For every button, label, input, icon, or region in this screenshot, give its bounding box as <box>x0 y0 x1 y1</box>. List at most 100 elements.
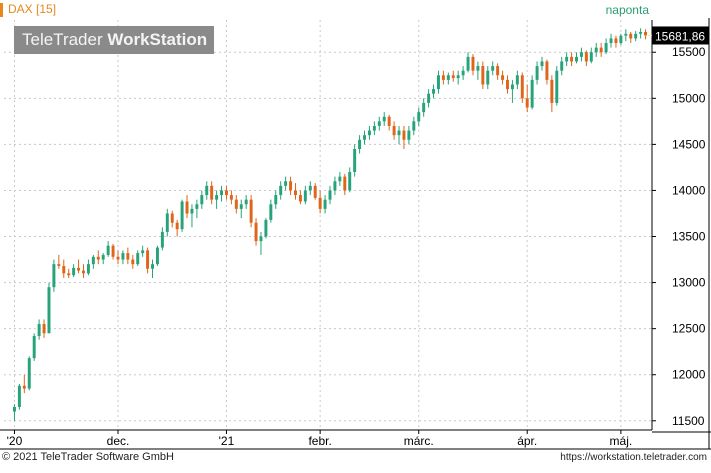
candle-body <box>244 199 248 205</box>
candle-body <box>496 66 500 76</box>
candle-body <box>22 385 26 389</box>
candle-body <box>170 213 174 223</box>
candle-body <box>555 70 559 103</box>
last-price-label: 15681,86 <box>655 29 705 43</box>
candle-body <box>446 75 450 80</box>
y-tick-label: 15000 <box>672 91 706 105</box>
instrument-marker <box>0 3 3 17</box>
candle-body <box>175 222 179 230</box>
candle-body <box>545 61 549 80</box>
candle-body <box>303 190 307 202</box>
candle-body <box>42 324 46 334</box>
candle-body <box>195 204 199 209</box>
candle-body <box>432 89 436 94</box>
candle-body <box>269 204 273 220</box>
candle-body <box>234 199 238 209</box>
candle-body <box>441 75 445 80</box>
candle-body <box>62 266 66 274</box>
candle-body <box>239 204 243 209</box>
candle-body <box>377 121 381 126</box>
candle-body <box>220 190 224 196</box>
candle-body <box>91 256 95 265</box>
candle-body <box>525 98 529 108</box>
instrument-label[interactable]: DAX [15] <box>8 2 57 16</box>
candle-body <box>407 130 411 140</box>
candle-body <box>629 33 633 39</box>
candle-body <box>126 253 130 260</box>
copyright-text: © 2021 TeleTrader Software GmbH <box>2 451 174 463</box>
period-label[interactable]: naponta <box>605 3 649 17</box>
candle-body <box>348 172 352 191</box>
candle-body <box>47 287 51 334</box>
y-axis: 11500 12000 12500 13000 13500 14000 14500 15000… <box>645 26 709 428</box>
candle-body <box>461 70 465 76</box>
candle-body <box>254 222 258 242</box>
candle-body <box>96 256 100 260</box>
candle-body <box>141 250 145 254</box>
candle-body <box>624 33 628 36</box>
candle-body <box>205 185 209 196</box>
candle-body <box>599 47 603 53</box>
candle-body <box>604 43 608 53</box>
candle-body <box>37 324 41 337</box>
x-tick-label: ápr. <box>517 434 537 448</box>
candle-body <box>387 116 391 126</box>
candle-body <box>318 197 322 209</box>
candle-body <box>86 264 90 274</box>
candle-body <box>284 181 288 186</box>
candle-body <box>17 385 21 407</box>
candle-body <box>323 199 327 209</box>
candle-body <box>614 38 618 44</box>
candle-body <box>506 79 509 90</box>
candle-body <box>392 125 396 136</box>
x-tick-label: máj. <box>610 434 633 448</box>
candle-body <box>200 195 204 205</box>
candle-body <box>550 79 554 103</box>
candle-body <box>367 130 371 136</box>
last-price-box <box>652 26 709 45</box>
candle-body <box>116 256 120 260</box>
candle-body <box>353 148 357 173</box>
candle-body <box>72 267 76 276</box>
candle-body <box>343 176 347 191</box>
candle-body <box>333 181 337 191</box>
candle-body <box>308 185 312 191</box>
candle-body <box>609 38 613 44</box>
y-tick-label: 14000 <box>672 183 706 197</box>
candle-body <box>27 358 31 389</box>
brand-name-bold: WorkStation <box>107 30 208 49</box>
candle-body <box>111 245 115 257</box>
plot-frame <box>0 18 711 450</box>
candle-body <box>560 61 564 71</box>
y-tick-label: 15500 <box>672 45 706 59</box>
candle-body <box>32 336 36 359</box>
candle-body <box>338 176 342 182</box>
candle-body <box>259 236 263 242</box>
candle-body <box>530 79 534 108</box>
candle-body <box>185 201 189 214</box>
y-tick-label: 12500 <box>672 322 706 336</box>
candle-body <box>313 185 317 198</box>
candle-body <box>358 139 362 149</box>
candle-body <box>264 219 268 237</box>
candle-body <box>382 116 386 122</box>
candle-body <box>619 35 623 44</box>
brand-logo: TeleTrader WorkStation <box>14 26 214 54</box>
candle-body <box>106 245 110 255</box>
candle-body <box>12 406 16 412</box>
grid-layer <box>4 20 652 430</box>
candle-body <box>417 112 421 122</box>
candle-body <box>520 75 524 99</box>
candle-body <box>155 247 159 265</box>
candle-body <box>294 190 297 196</box>
candle-body <box>456 75 460 79</box>
candle-body <box>471 56 475 71</box>
footer-url[interactable]: https://workstation.teletrader.com <box>560 452 707 463</box>
candle-body <box>210 185 214 200</box>
candle-body <box>570 56 574 62</box>
candle-body <box>165 213 169 232</box>
candle-body <box>639 31 643 34</box>
